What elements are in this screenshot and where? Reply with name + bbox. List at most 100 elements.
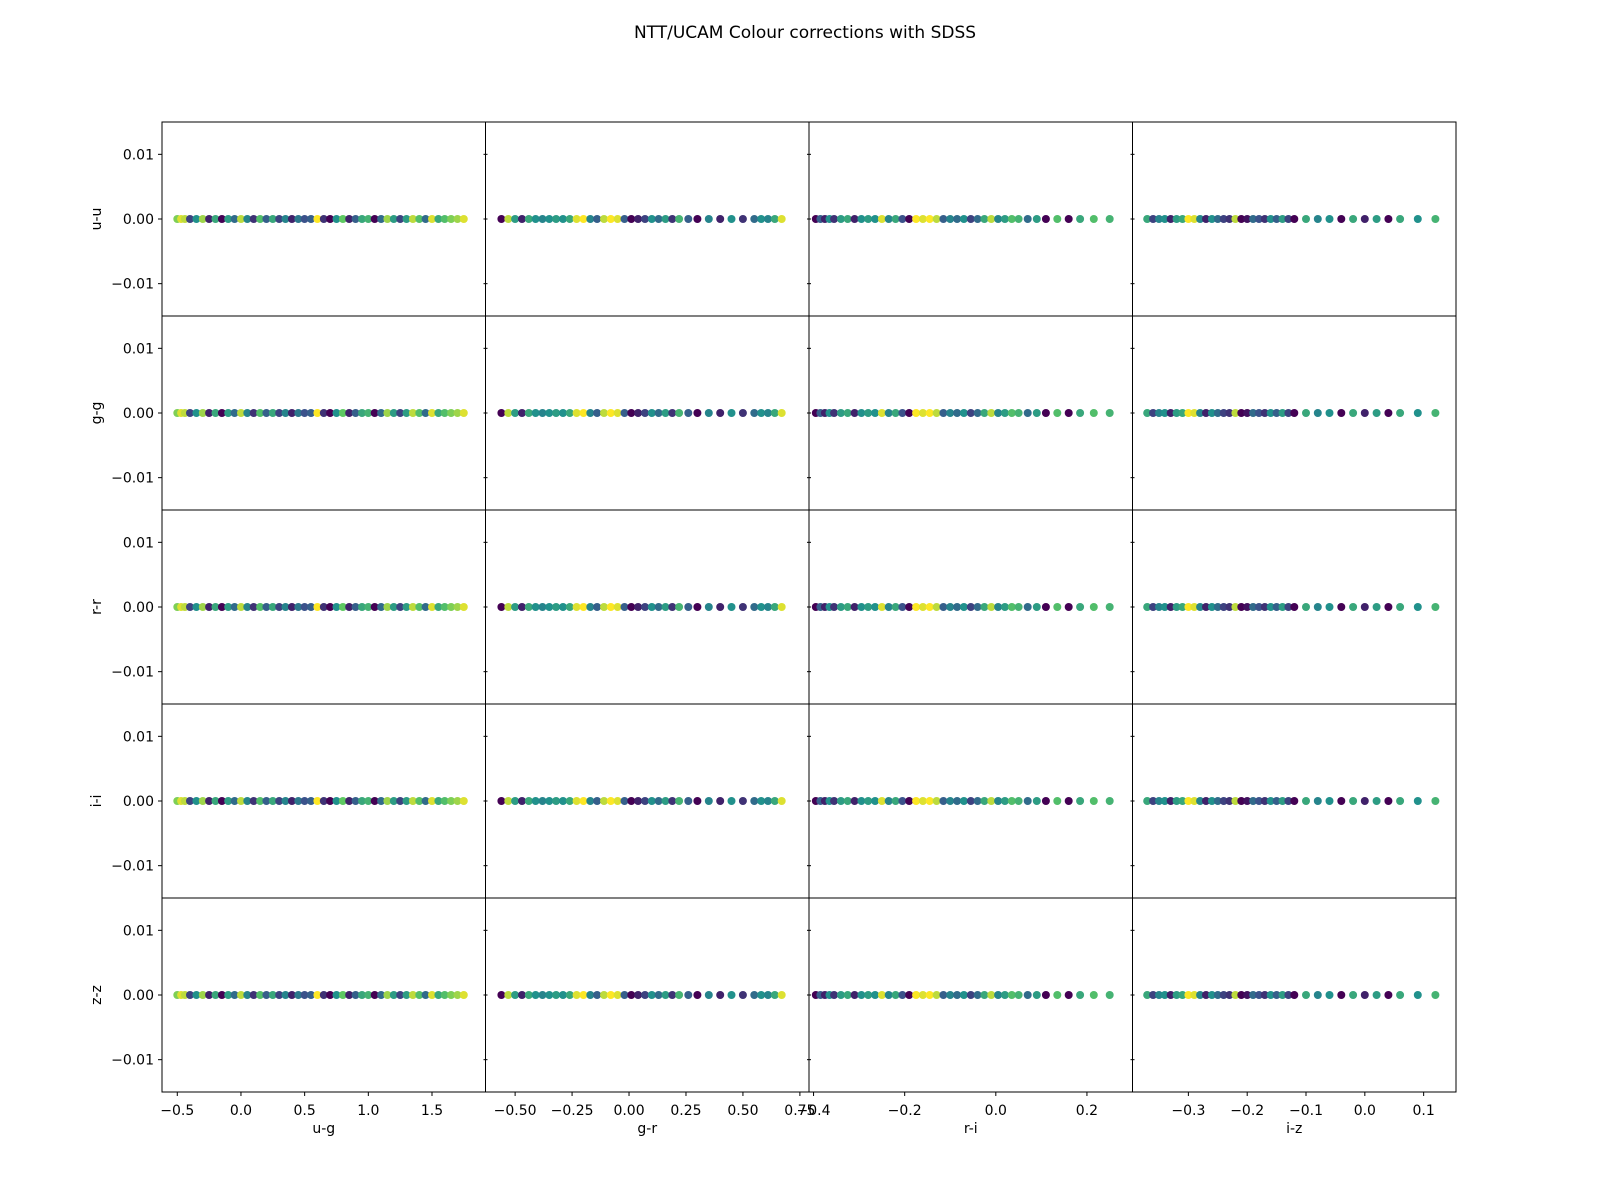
scatter-point xyxy=(1155,409,1163,417)
scatter-point xyxy=(579,991,588,999)
scatter-point xyxy=(313,215,322,223)
scatter-point xyxy=(1166,409,1175,417)
scatter-point xyxy=(1089,215,1098,223)
scatter-point xyxy=(497,215,506,223)
scatter-point xyxy=(586,991,595,999)
scatter-point xyxy=(1260,991,1269,999)
scatter-point xyxy=(1032,215,1041,223)
scatter-point xyxy=(1278,409,1287,417)
scatter-point xyxy=(538,409,547,417)
scatter-point xyxy=(1184,991,1193,999)
scatter-point xyxy=(332,603,341,611)
scatter-point xyxy=(1014,603,1023,611)
scatter-point xyxy=(415,991,424,999)
scatter-point xyxy=(1178,215,1187,223)
scatter-point xyxy=(606,409,615,417)
x-tick-label: 1.0 xyxy=(357,1103,379,1119)
scatter-point xyxy=(1249,991,1258,999)
scatter-point xyxy=(249,603,258,611)
scatter-point xyxy=(704,991,713,999)
scatter-point xyxy=(1213,603,1222,611)
scatter-point xyxy=(1202,991,1210,999)
scatter-point xyxy=(704,797,713,805)
scatter-point xyxy=(192,603,201,611)
scatter-point xyxy=(434,409,443,417)
scatter-point xyxy=(627,603,636,611)
scatter-point xyxy=(1396,991,1405,999)
scatter-point xyxy=(531,797,540,805)
scatter-point xyxy=(326,215,335,223)
scatter-point xyxy=(1196,215,1205,223)
scatter-point xyxy=(440,991,449,999)
scatter-point xyxy=(1360,603,1369,611)
scatter-point xyxy=(511,215,520,223)
scatter-point xyxy=(1089,409,1098,417)
scatter-point xyxy=(750,991,759,999)
x-tick-label: 0.25 xyxy=(670,1103,701,1119)
chart-title: NTT/UCAM Colour corrections with SDSS xyxy=(634,23,976,43)
scatter-point xyxy=(925,797,934,805)
scatter-point xyxy=(1325,603,1334,611)
scatter-point xyxy=(1313,603,1322,611)
scatter-point xyxy=(654,215,663,223)
scatter-point xyxy=(1064,991,1073,999)
scatter-point xyxy=(994,797,1003,805)
scatter-point xyxy=(959,409,968,417)
scatter-point xyxy=(1243,797,1252,805)
scatter-point xyxy=(1007,603,1016,611)
scatter-point xyxy=(939,991,948,999)
scatter-point xyxy=(600,991,608,999)
scatter-point xyxy=(777,409,786,417)
scatter-point xyxy=(351,409,360,417)
scatter-point xyxy=(1000,797,1009,805)
scatter-point xyxy=(545,991,554,999)
scatter-point xyxy=(358,603,366,611)
scatter-point xyxy=(647,991,656,999)
scatter-point xyxy=(593,797,602,805)
scatter-point xyxy=(319,215,328,223)
scatter-point xyxy=(1032,797,1041,805)
scatter-point xyxy=(884,603,893,611)
scatter-point xyxy=(402,409,411,417)
scatter-point xyxy=(613,215,622,223)
scatter-point xyxy=(1202,409,1210,417)
scatter-point xyxy=(738,215,747,223)
scatter-point xyxy=(345,215,354,223)
scatter-point xyxy=(1396,215,1405,223)
scatter-point xyxy=(511,603,520,611)
scatter-point xyxy=(243,797,252,805)
scatter-point xyxy=(843,215,852,223)
scatter-point xyxy=(1231,603,1240,611)
scatter-point xyxy=(627,409,636,417)
subplot-grid: 0.010.00−0.01u-u0.010.00−0.01g-g0.010.00… xyxy=(89,121,1457,1137)
scatter-point xyxy=(980,991,989,999)
scatter-point xyxy=(1155,215,1163,223)
scatter-point xyxy=(1360,215,1369,223)
scatter-point xyxy=(402,991,411,999)
scatter-point xyxy=(192,991,201,999)
scatter-point xyxy=(1032,603,1041,611)
scatter-point xyxy=(770,797,779,805)
scatter-point xyxy=(973,409,982,417)
scatter-point xyxy=(524,991,533,999)
scatter-point xyxy=(186,409,194,417)
scatter-point xyxy=(905,215,914,223)
scatter-point xyxy=(620,991,629,999)
scatter-point xyxy=(738,991,747,999)
scatter-point xyxy=(980,409,989,417)
scatter-point xyxy=(1178,797,1187,805)
scatter-point xyxy=(230,797,239,805)
scatter-point xyxy=(600,603,608,611)
y-axis-label: z-z xyxy=(89,985,105,1005)
scatter-point xyxy=(383,603,392,611)
scatter-point xyxy=(1184,797,1193,805)
scatter-point xyxy=(389,991,398,999)
scatter-point xyxy=(1266,409,1275,417)
scatter-point xyxy=(440,215,449,223)
scatter-point xyxy=(884,409,893,417)
scatter-point xyxy=(1014,991,1023,999)
scatter-point xyxy=(1149,215,1158,223)
scatter-point xyxy=(1007,797,1016,805)
scatter-point xyxy=(256,603,265,611)
scatter-point xyxy=(1213,215,1222,223)
